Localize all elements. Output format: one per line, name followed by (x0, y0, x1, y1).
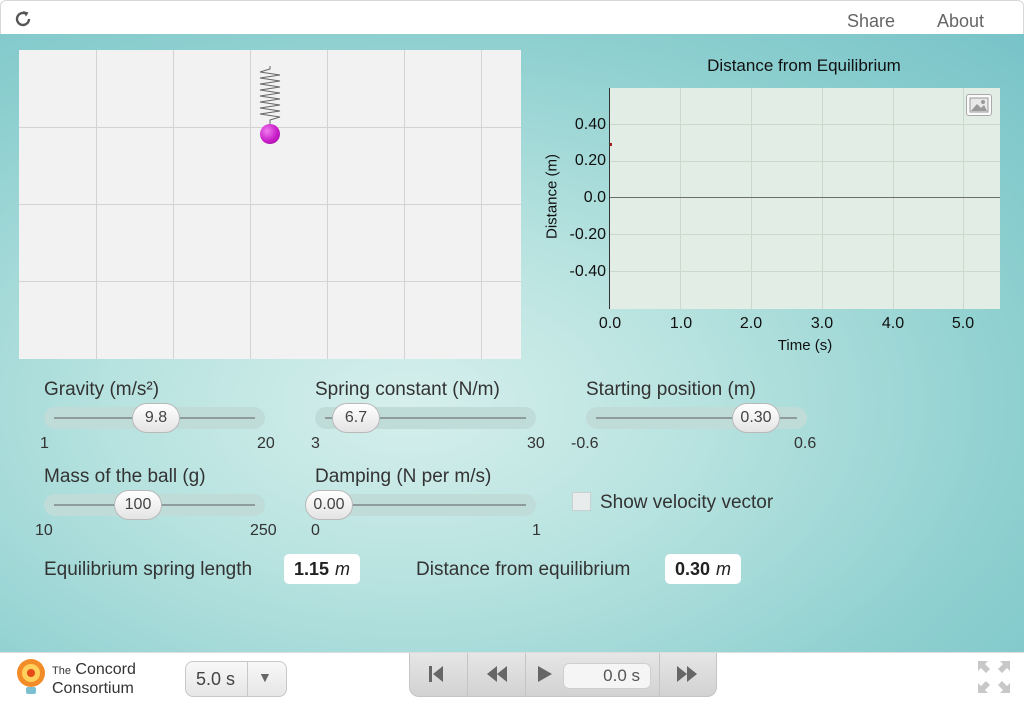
graph-title: Distance from Equilibrium (707, 56, 901, 75)
gravity-min: 1 (40, 435, 49, 452)
image-export-icon[interactable] (966, 94, 992, 116)
step-back-icon[interactable] (486, 665, 508, 688)
gravity-label: Gravity (m/s²) (44, 379, 160, 400)
distance-from-equilibrium-label: Distance from equilibrium (416, 559, 631, 580)
x-tick-label: 4.0 (881, 315, 905, 332)
mass-min: 10 (35, 522, 53, 539)
x-axis-label: Time (s) (777, 337, 833, 354)
zero-line (610, 197, 1000, 198)
data-point (610, 143, 612, 146)
x-tick-label: 2.0 (739, 315, 763, 332)
logo-the: The (52, 665, 71, 677)
playback-controls: 0.0 s (409, 653, 717, 697)
time-display: 0.0 s (563, 663, 651, 689)
x-tick-label: 1.0 (669, 315, 693, 332)
reload-icon[interactable] (13, 9, 35, 31)
about-link[interactable]: About (937, 11, 985, 31)
y-tick-label: 0.0 (583, 189, 606, 206)
mass-max: 250 (250, 522, 277, 539)
spring-simulation-canvas[interactable] (19, 50, 521, 359)
logo-concord: Concord (75, 661, 136, 678)
y-axis (609, 88, 610, 309)
spring (259, 66, 281, 128)
gravity-slider-handle[interactable]: 9.8 (132, 403, 180, 433)
velocity-vector-checkbox[interactable] (572, 492, 591, 511)
starting-position-label: Starting position (m) (586, 379, 757, 400)
spring-constant-label: Spring constant (N/m) (315, 379, 500, 400)
mass-slider[interactable]: 100 (44, 490, 265, 520)
mass-slider-handle[interactable]: 100 (114, 490, 162, 520)
gravity-max: 20 (257, 435, 275, 452)
damping-max: 1 (532, 522, 541, 539)
duration-value: 5.0 s (196, 669, 236, 689)
mass-label: Mass of the ball (g) (44, 466, 206, 487)
damping-label: Damping (N per m/s) (315, 466, 492, 487)
gravity-slider[interactable]: 9.8 (44, 403, 265, 433)
y-tick-label: -0.20 (569, 226, 606, 243)
y-tick-label: -0.40 (569, 263, 606, 280)
step-forward-icon[interactable] (676, 665, 698, 688)
y-tick-label: 0.40 (574, 116, 606, 133)
spring-constant-slider-handle[interactable]: 6.7 (332, 403, 380, 433)
starting-position-max: 0.6 (794, 435, 817, 452)
x-tick-label: 0.0 (598, 315, 622, 332)
duration-select[interactable]: 5.0 s ▼ (185, 661, 287, 697)
damping-slider[interactable]: 0.00 (305, 490, 536, 520)
velocity-vector-label[interactable]: Show velocity vector (600, 492, 774, 513)
starting-position-slider[interactable]: 0.30 (586, 403, 807, 433)
spring-constant-min: 3 (311, 435, 320, 452)
equilibrium-length-unit: m (335, 559, 351, 579)
fullscreen-icon[interactable] (976, 659, 1012, 695)
play-icon[interactable] (537, 665, 553, 688)
ball[interactable] (260, 124, 280, 144)
spring-constant-max: 30 (527, 435, 545, 452)
top-bar: Share About (0, 0, 1024, 34)
distance-from-equilibrium-unit: m (716, 559, 732, 579)
spring-constant-slider[interactable]: 6.7 (315, 403, 536, 433)
x-tick-label: 5.0 (951, 315, 975, 332)
chevron-down-icon[interactable]: ▼ (258, 669, 272, 685)
starting-position-min: -0.6 (571, 435, 599, 452)
logo-consortium: Consortium (52, 680, 134, 697)
share-link[interactable]: Share (847, 11, 896, 31)
reset-icon[interactable] (428, 665, 444, 688)
y-tick-label: 0.20 (574, 152, 606, 169)
concord-logo-text[interactable]: The Concord Consortium (52, 661, 136, 697)
concord-logo-icon[interactable] (14, 657, 48, 697)
graph-plot-area (610, 88, 1000, 309)
starting-position-slider-handle[interactable]: 0.30 (732, 403, 780, 433)
distance-from-equilibrium-readout: 0.30 m (665, 554, 742, 584)
damping-slider-handle[interactable]: 0.00 (305, 490, 353, 520)
damping-min: 0 (311, 522, 320, 539)
y-axis-label: Distance (m) (543, 154, 561, 240)
bottom-bar: The Concord Consortium 5.0 s ▼ 0.0 s (0, 652, 1024, 705)
equilibrium-length-readout: 1.15 m (284, 554, 361, 584)
equilibrium-length-label: Equilibrium spring length (44, 559, 253, 580)
distance-from-equilibrium-value: 0.30 (675, 559, 711, 579)
equilibrium-length-value: 1.15 (294, 559, 330, 579)
x-tick-label: 3.0 (810, 315, 834, 332)
